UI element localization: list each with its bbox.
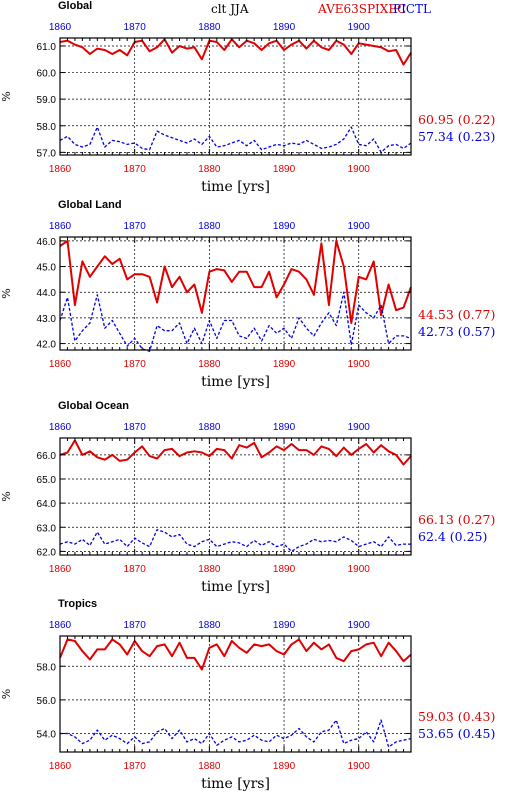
x-tick-label-bottom: 1880 xyxy=(198,564,221,575)
panel-title: Global Land xyxy=(58,199,122,211)
series-stat-label: 60.95 (0.22) xyxy=(418,112,495,127)
x-tick-label-bottom: 1870 xyxy=(124,359,147,370)
x-tick-label-bottom: 1870 xyxy=(124,761,147,772)
x-tick-label-top: 1880 xyxy=(198,422,221,433)
panel-title: Global xyxy=(58,0,92,12)
y-tick-label: 58.0 xyxy=(37,662,57,673)
x-tick-label-top: 1890 xyxy=(273,22,296,33)
x-tick-label-bottom: 1860 xyxy=(49,164,72,175)
plot-frame xyxy=(59,635,412,753)
panel-title: Global Ocean xyxy=(58,400,129,412)
x-tick-label-bottom: 1880 xyxy=(198,164,221,175)
panel-1: Global Land 44.53 (0.77) 42.73 (0.57) 46.0 4… xyxy=(0,199,495,390)
x-tick-label-top: 1880 xyxy=(198,221,221,232)
x-tick-label-bottom: 1870 xyxy=(124,564,147,575)
x-tick-label-bottom: 1900 xyxy=(348,564,371,575)
series-line-b xyxy=(59,529,411,553)
series-line-b xyxy=(60,719,412,748)
x-tick-label-top: 1870 xyxy=(124,221,147,232)
x-tick-label-top: 1890 xyxy=(273,422,296,433)
x-tick-label-bottom: 1860 xyxy=(49,564,72,575)
x-axis-label: time [yrs] xyxy=(201,179,270,195)
y-tick-label: 66.0 xyxy=(37,451,57,462)
series-stat-label: 66.13 (0.27) xyxy=(418,512,495,527)
y-axis-label: % xyxy=(0,491,13,501)
x-tick-label-bottom: 1890 xyxy=(273,164,296,175)
x-tick-label-top: 1860 xyxy=(49,22,72,33)
x-tick-label-bottom: 1900 xyxy=(348,164,371,175)
y-tick-label: 62.0 xyxy=(37,547,57,558)
series-stat-label: 59.03 (0.43) xyxy=(418,709,495,724)
x-tick-label-bottom: 1900 xyxy=(348,359,371,370)
x-axis-label: time [yrs] xyxy=(201,579,270,595)
x-tick-label-bottom: 1890 xyxy=(273,761,296,772)
series-line-b xyxy=(59,291,412,352)
panel-title: Tropics xyxy=(58,598,97,610)
y-tick-label: 44.0 xyxy=(37,288,57,299)
x-tick-label-top: 1860 xyxy=(49,620,72,631)
series-stat-label: 62.4 (0.25) xyxy=(418,529,487,544)
y-axis-label: % xyxy=(0,689,13,699)
panel-2: Global Ocean 66.13 (0.27) 62.4 (0.25) 66.0 6… xyxy=(0,400,495,595)
x-tick-label-top: 1870 xyxy=(124,422,147,433)
panel-0: Global 60.95 (0.22) 57.34 (0.23) 61.0 60.0 59… xyxy=(0,0,495,195)
x-tick-label-bottom: 1900 xyxy=(348,761,371,772)
y-tick-label: 56.0 xyxy=(37,696,57,707)
x-tick-label-top: 1900 xyxy=(348,620,371,631)
y-tick-label: 58.0 xyxy=(37,122,57,133)
x-tick-label-bottom: 1880 xyxy=(198,761,221,772)
x-tick-label-bottom: 1860 xyxy=(49,761,72,772)
x-tick-label-top: 1900 xyxy=(348,22,371,33)
y-tick-label: 46.0 xyxy=(37,237,57,248)
x-tick-label-bottom: 1880 xyxy=(198,359,221,370)
y-tick-label: 63.0 xyxy=(37,523,57,534)
x-tick-label-top: 1870 xyxy=(124,22,147,33)
y-tick-label: 54.0 xyxy=(37,730,57,741)
series-stat-label: 53.65 (0.45) xyxy=(418,726,495,741)
experiment-a-label: AVE63SPIXEC xyxy=(317,2,406,16)
y-tick-label: 65.0 xyxy=(37,475,57,486)
x-tick-label-top: 1900 xyxy=(348,221,371,232)
y-axis-label: % xyxy=(0,91,13,101)
y-tick-label: 42.0 xyxy=(37,340,57,351)
x-tick-label-top: 1870 xyxy=(124,620,147,631)
series-stat-label: 57.34 (0.23) xyxy=(418,129,495,144)
x-axis-label: time [yrs] xyxy=(201,374,270,390)
y-tick-label: 61.0 xyxy=(37,42,57,53)
experiment-b-label: PICTL xyxy=(393,2,431,16)
x-tick-label-bottom: 1890 xyxy=(273,359,296,370)
x-tick-label-top: 1860 xyxy=(49,422,72,433)
y-axis-label: % xyxy=(0,288,13,298)
series-line-a xyxy=(59,38,412,66)
x-tick-label-bottom: 1870 xyxy=(124,164,147,175)
x-tick-label-top: 1860 xyxy=(49,221,72,232)
series-line-a xyxy=(59,638,412,671)
series-stat-label: 42.73 (0.57) xyxy=(418,324,495,339)
series-line-a xyxy=(59,439,412,466)
y-tick-label: 45.0 xyxy=(37,263,57,274)
x-axis-label: time [yrs] xyxy=(201,776,270,792)
plot-frame xyxy=(59,37,412,156)
series-line-a xyxy=(59,239,412,324)
series-line-b xyxy=(59,126,412,153)
variable-label: clt JJA xyxy=(211,2,249,16)
x-tick-label-top: 1880 xyxy=(198,22,221,33)
y-tick-label: 59.0 xyxy=(37,95,57,106)
series-stat-label: 44.53 (0.77) xyxy=(418,307,495,322)
x-tick-label-bottom: 1890 xyxy=(273,564,296,575)
plot-frame xyxy=(59,236,412,351)
panel-3: Tropics 59.03 (0.43) 53.65 (0.45) 58.0 56.0 5… xyxy=(0,598,495,792)
x-tick-label-top: 1890 xyxy=(273,620,296,631)
x-tick-label-top: 1890 xyxy=(273,221,296,232)
x-tick-label-bottom: 1860 xyxy=(49,359,72,370)
plot-frame xyxy=(59,437,412,556)
x-tick-label-top: 1900 xyxy=(348,422,371,433)
x-tick-label-top: 1880 xyxy=(198,620,221,631)
y-tick-label: 64.0 xyxy=(37,499,57,510)
y-tick-label: 60.0 xyxy=(37,69,57,80)
y-tick-label: 43.0 xyxy=(37,314,57,325)
y-tick-label: 57.0 xyxy=(37,148,57,159)
